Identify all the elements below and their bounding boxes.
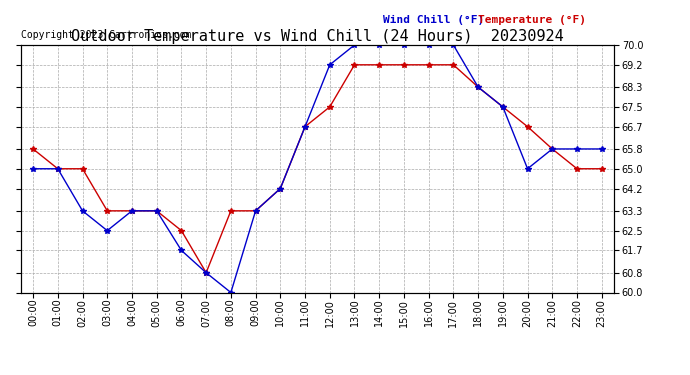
Text: Wind Chill (°F): Wind Chill (°F) — [383, 15, 484, 25]
Text: Temperature (°F): Temperature (°F) — [477, 15, 586, 25]
Text: Copyright 2023 Cartronics.com: Copyright 2023 Cartronics.com — [21, 30, 191, 40]
Title: Outdoor Temperature vs Wind Chill (24 Hours)  20230924: Outdoor Temperature vs Wind Chill (24 Ho… — [71, 29, 564, 44]
